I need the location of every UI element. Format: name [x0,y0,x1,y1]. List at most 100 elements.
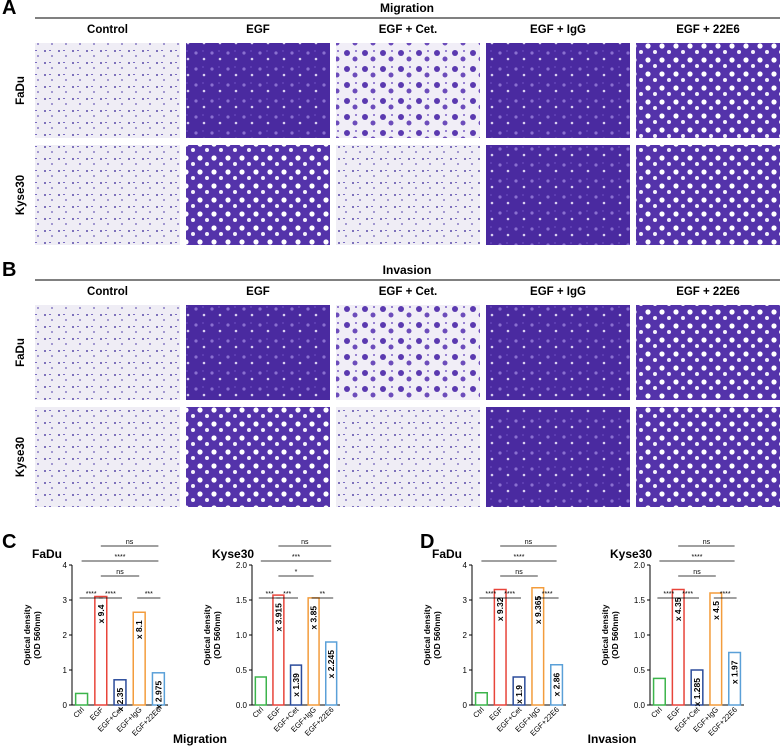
fold-change: x 1.9 [514,685,524,704]
chart-title: Kyse30 [610,547,652,561]
y-tick-label: 0.0 [236,701,248,710]
micrograph [486,43,630,138]
x-tick-label: Ctrl [649,705,664,720]
y-tick-label: 1.5 [236,596,248,605]
micrograph [186,145,330,245]
bar [74,692,89,706]
y-tick-label: 0.5 [236,666,248,675]
fold-change: x 2.975 [153,681,163,710]
y-label: (OD 560nm) [610,611,620,659]
y-tick-label: 1 [63,666,68,675]
y-tick-label: 3 [463,596,468,605]
bar [113,679,127,706]
y-tick-label: 0.0 [634,701,646,710]
micrograph [636,43,780,138]
bar [531,587,545,706]
micrograph [636,305,780,400]
y-tick-label: 0.5 [634,666,646,675]
column-header: EGF [246,286,270,298]
y-label: Optical density [422,604,432,665]
column-header: EGF + 22E6 [676,24,740,36]
fold-change: x 1.97 [730,660,740,684]
x-tick-label: Ctrl [71,705,86,720]
micrograph [336,407,480,507]
significance-label: ** [320,591,326,598]
column-header: EGF + IgG [530,286,586,298]
chart-title: FaDu [32,547,62,561]
significance-label: ns [515,569,523,576]
micrograph [35,43,180,138]
y-label: (OD 560nm) [32,611,42,659]
fold-change: x 9.365 [533,595,543,624]
significance-label: *** [145,591,153,598]
x-tick-label: Ctrl [251,705,266,720]
panel-title: Migration [380,1,434,15]
significance-label: **** [514,554,525,561]
y-label: Optical density [202,604,212,665]
y-label: (OD 560nm) [432,611,442,659]
bar [254,676,268,706]
fold-change: x 4.5 [711,601,721,620]
bar [690,669,704,706]
panel-caption: Invasion [588,732,637,746]
y-tick-label: 0 [63,701,68,710]
y-tick-label: 4 [63,561,68,570]
x-tick-label: Ctrl [471,705,486,720]
micrograph [35,145,180,245]
micrograph [636,407,780,507]
y-tick-label: 3 [63,596,68,605]
micrograph [486,305,630,400]
row-header: Kyse30 [15,175,27,215]
significance-label: ns [693,569,701,576]
significance-label: **** [542,591,553,598]
significance-label: *** [283,591,291,598]
bar [272,594,285,706]
bar [474,692,488,706]
bar [289,664,303,706]
fold-change: x 4.35 [673,597,683,621]
row-header: FaDu [15,338,27,367]
column-header: EGF + Cet. [379,24,437,36]
fold-change: x 3.915 [273,603,283,632]
significance-label: **** [105,591,116,598]
fold-change: x 2.35 [115,688,125,712]
micrograph [486,145,630,245]
bar [671,588,685,706]
y-label: Optical density [22,604,32,665]
row-header: FaDu [15,76,27,105]
y-tick-label: 2 [63,631,68,640]
y-label: Optical density [600,604,610,665]
micrograph [35,407,180,507]
significance-label: ns [525,539,533,546]
significance-label: ns [116,569,124,576]
y-tick-label: 2.0 [236,561,248,570]
y-tick-label: 1.5 [634,596,646,605]
micrograph [186,305,330,400]
significance-label: ns [301,539,309,546]
bar [652,677,666,706]
row-header: Kyse30 [15,437,27,477]
chart-title: FaDu [432,547,462,561]
panel-letter: A [2,0,16,19]
fold-change: x 8.1 [134,620,144,639]
micrograph [486,407,630,507]
significance-label: *** [266,591,274,598]
panel-letter: B [2,259,16,281]
y-tick-label: 2.0 [634,561,646,570]
column-header: EGF + 22E6 [676,286,740,298]
micrograph [35,305,180,400]
significance-label: ns [703,539,711,546]
significance-label: **** [720,591,731,598]
significance-label: **** [115,554,126,561]
y-tick-label: 0 [463,701,468,710]
y-label: (OD 560nm) [212,611,222,659]
panel-letter: D [420,531,434,553]
bar [324,641,338,706]
significance-label: **** [682,591,693,598]
y-tick-label: 4 [463,561,468,570]
y-tick-label: 1.0 [634,631,646,640]
fold-change: x 3.85 [309,606,319,630]
chart-title: Kyse30 [212,547,254,561]
